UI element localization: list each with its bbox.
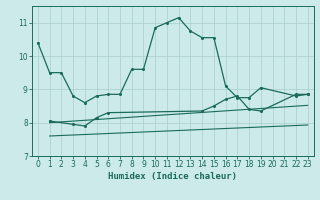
X-axis label: Humidex (Indice chaleur): Humidex (Indice chaleur) [108,172,237,181]
